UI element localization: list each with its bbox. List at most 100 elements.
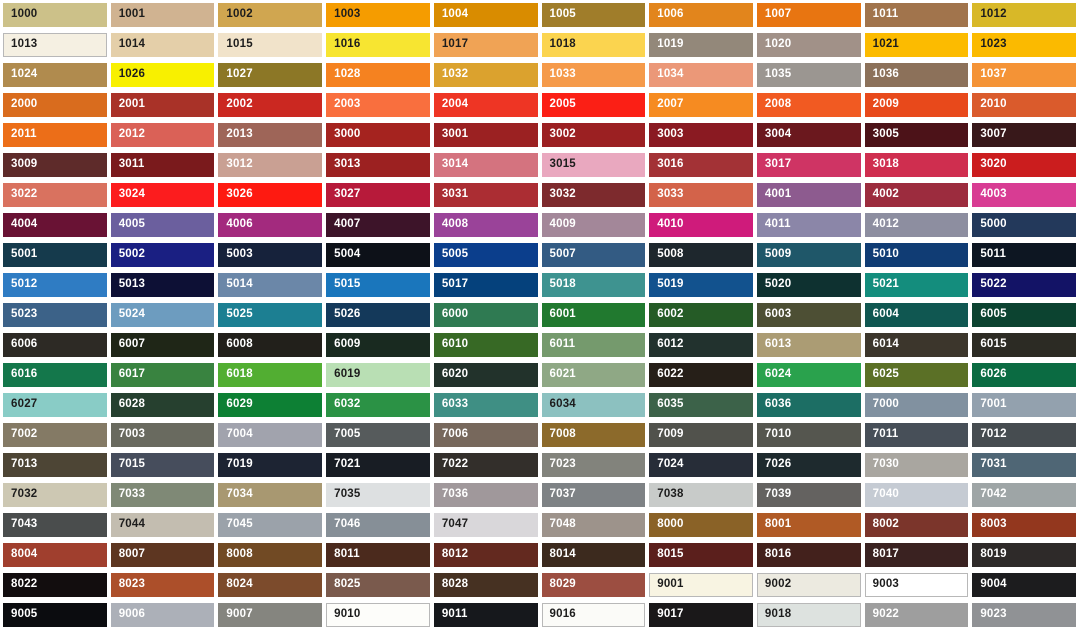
color-swatch-7006[interactable]: 7006 <box>433 423 538 447</box>
color-swatch-1004[interactable]: 1004 <box>433 3 538 27</box>
color-swatch-8023[interactable]: 8023 <box>110 573 215 597</box>
color-swatch-1019[interactable]: 1019 <box>649 33 753 57</box>
color-swatch-1014[interactable]: 1014 <box>110 33 215 57</box>
color-swatch-1017[interactable]: 1017 <box>433 33 538 57</box>
color-swatch-1000[interactable]: 1000 <box>3 3 107 27</box>
color-swatch-6024[interactable]: 6024 <box>756 363 861 387</box>
color-swatch-3014[interactable]: 3014 <box>433 153 538 177</box>
color-swatch-6000[interactable]: 6000 <box>433 303 538 327</box>
color-swatch-8002[interactable]: 8002 <box>864 513 969 537</box>
color-swatch-9023[interactable]: 9023 <box>972 603 1077 627</box>
color-swatch-7042[interactable]: 7042 <box>972 483 1077 507</box>
color-swatch-7035[interactable]: 7035 <box>326 483 430 507</box>
color-swatch-5019[interactable]: 5019 <box>649 273 753 297</box>
color-swatch-1018[interactable]: 1018 <box>541 33 646 57</box>
color-swatch-5005[interactable]: 5005 <box>433 243 538 267</box>
color-swatch-4003[interactable]: 4003 <box>972 183 1077 207</box>
color-swatch-8017[interactable]: 8017 <box>864 543 969 567</box>
color-swatch-6013[interactable]: 6013 <box>756 333 861 357</box>
color-swatch-5002[interactable]: 5002 <box>110 243 215 267</box>
color-swatch-8019[interactable]: 8019 <box>972 543 1077 567</box>
color-swatch-3012[interactable]: 3012 <box>218 153 323 177</box>
color-swatch-9002[interactable]: 9002 <box>756 573 861 597</box>
color-swatch-6007[interactable]: 6007 <box>110 333 215 357</box>
color-swatch-1032[interactable]: 1032 <box>433 63 538 87</box>
color-swatch-2012[interactable]: 2012 <box>110 123 215 147</box>
color-swatch-5020[interactable]: 5020 <box>756 273 861 297</box>
color-swatch-6006[interactable]: 6006 <box>3 333 107 357</box>
color-swatch-5003[interactable]: 5003 <box>218 243 323 267</box>
color-swatch-6002[interactable]: 6002 <box>649 303 753 327</box>
color-swatch-6018[interactable]: 6018 <box>218 363 323 387</box>
color-swatch-9022[interactable]: 9022 <box>864 603 969 627</box>
color-swatch-1002[interactable]: 1002 <box>218 3 323 27</box>
color-swatch-3027[interactable]: 3027 <box>326 183 430 207</box>
color-swatch-6015[interactable]: 6015 <box>972 333 1077 357</box>
color-swatch-8003[interactable]: 8003 <box>972 513 1077 537</box>
color-swatch-2002[interactable]: 2002 <box>218 93 323 117</box>
color-swatch-1037[interactable]: 1037 <box>972 63 1077 87</box>
color-swatch-7039[interactable]: 7039 <box>756 483 861 507</box>
color-swatch-7043[interactable]: 7043 <box>3 513 107 537</box>
color-swatch-5024[interactable]: 5024 <box>110 303 215 327</box>
color-swatch-2009[interactable]: 2009 <box>864 93 969 117</box>
color-swatch-9017[interactable]: 9017 <box>649 603 753 627</box>
color-swatch-7015[interactable]: 7015 <box>110 453 215 477</box>
color-swatch-3031[interactable]: 3031 <box>433 183 538 207</box>
color-swatch-3002[interactable]: 3002 <box>541 123 646 147</box>
color-swatch-3005[interactable]: 3005 <box>864 123 969 147</box>
color-swatch-6028[interactable]: 6028 <box>110 393 215 417</box>
color-swatch-6027[interactable]: 6027 <box>3 393 107 417</box>
color-swatch-3026[interactable]: 3026 <box>218 183 323 207</box>
color-swatch-3003[interactable]: 3003 <box>649 123 753 147</box>
color-swatch-7023[interactable]: 7023 <box>541 453 646 477</box>
color-swatch-1015[interactable]: 1015 <box>218 33 323 57</box>
color-swatch-3032[interactable]: 3032 <box>541 183 646 207</box>
color-swatch-9010[interactable]: 9010 <box>326 603 430 627</box>
color-swatch-9004[interactable]: 9004 <box>972 573 1077 597</box>
color-swatch-2010[interactable]: 2010 <box>972 93 1077 117</box>
color-swatch-6003[interactable]: 6003 <box>756 303 861 327</box>
color-swatch-3004[interactable]: 3004 <box>756 123 861 147</box>
color-swatch-4012[interactable]: 4012 <box>864 213 969 237</box>
color-swatch-3018[interactable]: 3018 <box>864 153 969 177</box>
color-swatch-1028[interactable]: 1028 <box>326 63 430 87</box>
color-swatch-7026[interactable]: 7026 <box>756 453 861 477</box>
color-swatch-7004[interactable]: 7004 <box>218 423 323 447</box>
color-swatch-1021[interactable]: 1021 <box>864 33 969 57</box>
color-swatch-7000[interactable]: 7000 <box>864 393 969 417</box>
color-swatch-9011[interactable]: 9011 <box>433 603 538 627</box>
color-swatch-7012[interactable]: 7012 <box>972 423 1077 447</box>
color-swatch-7034[interactable]: 7034 <box>218 483 323 507</box>
color-swatch-6029[interactable]: 6029 <box>218 393 323 417</box>
color-swatch-1034[interactable]: 1034 <box>649 63 753 87</box>
color-swatch-5026[interactable]: 5026 <box>326 303 430 327</box>
color-swatch-7032[interactable]: 7032 <box>3 483 107 507</box>
color-swatch-5000[interactable]: 5000 <box>972 213 1077 237</box>
color-swatch-8014[interactable]: 8014 <box>541 543 646 567</box>
color-swatch-6019[interactable]: 6019 <box>326 363 430 387</box>
color-swatch-8022[interactable]: 8022 <box>3 573 107 597</box>
color-swatch-7038[interactable]: 7038 <box>649 483 753 507</box>
color-swatch-7045[interactable]: 7045 <box>218 513 323 537</box>
color-swatch-8028[interactable]: 8028 <box>433 573 538 597</box>
color-swatch-7036[interactable]: 7036 <box>433 483 538 507</box>
color-swatch-6035[interactable]: 6035 <box>649 393 753 417</box>
color-swatch-2007[interactable]: 2007 <box>649 93 753 117</box>
color-swatch-9003[interactable]: 9003 <box>864 573 969 597</box>
color-swatch-6034[interactable]: 6034 <box>541 393 646 417</box>
color-swatch-6033[interactable]: 6033 <box>433 393 538 417</box>
color-swatch-8007[interactable]: 8007 <box>110 543 215 567</box>
color-swatch-4004[interactable]: 4004 <box>3 213 107 237</box>
color-swatch-7011[interactable]: 7011 <box>864 423 969 447</box>
color-swatch-1024[interactable]: 1024 <box>3 63 107 87</box>
color-swatch-7010[interactable]: 7010 <box>756 423 861 447</box>
color-swatch-3013[interactable]: 3013 <box>326 153 430 177</box>
color-swatch-1033[interactable]: 1033 <box>541 63 646 87</box>
color-swatch-6004[interactable]: 6004 <box>864 303 969 327</box>
color-swatch-2004[interactable]: 2004 <box>433 93 538 117</box>
color-swatch-7005[interactable]: 7005 <box>326 423 430 447</box>
color-swatch-5021[interactable]: 5021 <box>864 273 969 297</box>
color-swatch-6008[interactable]: 6008 <box>218 333 323 357</box>
color-swatch-4008[interactable]: 4008 <box>433 213 538 237</box>
